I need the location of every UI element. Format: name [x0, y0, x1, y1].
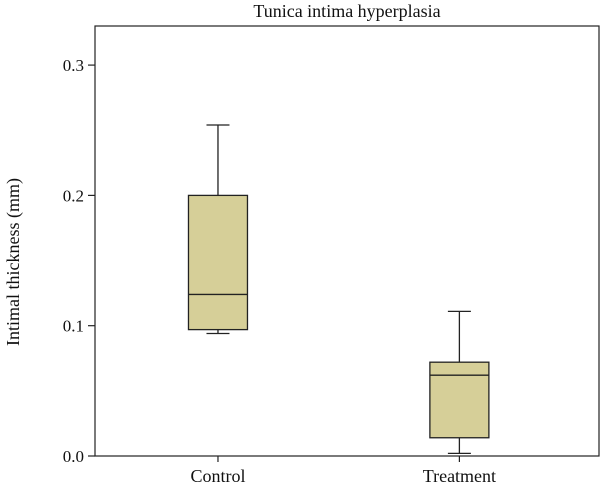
- box-group-control: [187, 124, 249, 335]
- y-axis-label: Intimal thickness (mm): [3, 178, 24, 346]
- y-tick-label: 0.2: [63, 186, 84, 205]
- x-tick-label-treatment: Treatment: [423, 466, 496, 486]
- y-tick-label: 0.1: [63, 317, 84, 336]
- iqr-box: [187, 194, 249, 331]
- x-tick-label-control: Control: [190, 466, 245, 486]
- y-tick-label: 0.3: [63, 56, 84, 75]
- x-axis: Control Treatment: [190, 456, 496, 486]
- y-tick-label: 0.0: [63, 447, 84, 466]
- iqr-box: [429, 361, 490, 439]
- chart-title: Tunica intima hyperplasia: [253, 1, 440, 21]
- box-group-treatment: [429, 310, 490, 455]
- boxes: [187, 124, 490, 455]
- plot-frame: [94, 25, 600, 457]
- y-axis: 0.0 0.1 0.2 0.3: [63, 56, 95, 466]
